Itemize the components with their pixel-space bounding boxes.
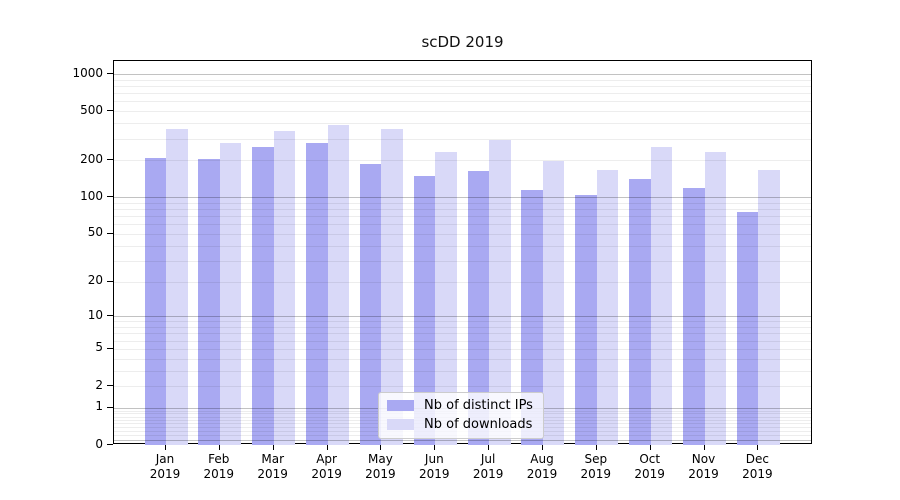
bar-sep-distinct-ips (575, 195, 597, 445)
legend-item-distinct-ips: Nb of distinct IPs (387, 398, 533, 413)
bar-feb-distinct-ips (198, 159, 220, 445)
bar-dec-distinct-ips (736, 212, 759, 445)
bar-jul-distinct-ips (467, 170, 490, 445)
x-tick-mark (165, 444, 166, 450)
y-tick-mark (107, 232, 113, 234)
legend-label-distinct-ips: Nb of distinct IPs (424, 398, 533, 413)
y-tick-mark (107, 385, 113, 386)
y-tick-label: 200 (80, 151, 103, 166)
x-tick-label-mar: Mar 2019 (257, 452, 288, 481)
legend-swatch-downloads (387, 419, 414, 430)
y-tick-mark (107, 315, 113, 317)
bar-apr-distinct-ips (306, 143, 328, 445)
chart-title: scDD 2019 (421, 33, 504, 51)
bar-nov-downloads (704, 151, 726, 445)
x-tick-label-sep: Sep 2019 (580, 452, 612, 481)
bar-jun-downloads (435, 151, 457, 445)
y-tick-mark (107, 444, 113, 445)
y-tick-label: 1000 (72, 65, 103, 80)
x-tick-label-may: May 2019 (365, 452, 396, 481)
legend-swatch-distinct-ips (387, 400, 414, 411)
y-tick-label: 5 (95, 340, 103, 355)
bar-aug-distinct-ips (521, 190, 543, 445)
x-tick-label-feb: Feb 2019 (203, 452, 235, 481)
bar-mar-distinct-ips (252, 146, 274, 445)
bar-jun-distinct-ips (413, 175, 436, 445)
x-tick-label-jul: Jul 2019 (472, 452, 504, 481)
bar-aug-downloads (542, 161, 565, 445)
y-tick-label: 500 (80, 102, 103, 117)
y-tick-label: 10 (87, 307, 103, 322)
y-tick-label: 50 (87, 225, 103, 240)
x-tick-mark (380, 444, 382, 450)
bar-apr-downloads (327, 125, 350, 445)
legend-item-downloads: Nb of downloads (387, 417, 533, 432)
x-tick-mark (272, 444, 274, 450)
x-tick-mark (649, 444, 651, 450)
y-tick-mark (107, 73, 113, 74)
bar-oct-downloads (650, 147, 673, 445)
y-tick-mark (107, 280, 113, 282)
bar-sep-downloads (596, 170, 619, 445)
x-tick-mark (757, 444, 759, 450)
x-tick-mark (326, 444, 328, 450)
y-tick-label: 100 (80, 188, 103, 203)
bar-mar-downloads (273, 131, 296, 445)
legend: Nb of distinct IPs Nb of downloads (378, 392, 544, 439)
bar-jan-distinct-ips (144, 157, 166, 445)
y-tick-label: 2 (95, 377, 103, 392)
x-tick-label-jun: Jun 2019 (419, 452, 450, 481)
x-tick-mark (703, 444, 705, 450)
bar-oct-distinct-ips (629, 179, 651, 445)
x-tick-mark (595, 444, 597, 450)
x-tick-mark (434, 444, 436, 450)
x-tick-label-jan: Jan 2019 (149, 452, 181, 481)
y-tick-label: 20 (87, 273, 103, 287)
bar-jan-downloads (166, 128, 188, 445)
legend-label-downloads: Nb of downloads (424, 417, 533, 432)
y-tick-mark (107, 406, 113, 408)
bar-feb-downloads (219, 143, 242, 445)
x-tick-label-apr: Apr 2019 (311, 452, 342, 481)
x-tick-mark (542, 444, 543, 450)
x-tick-label-aug: Aug 2019 (526, 452, 558, 481)
bar-dec-downloads (758, 170, 780, 445)
bar-may-downloads (381, 129, 403, 445)
plot-area (113, 60, 812, 445)
y-tick-label: 0 (95, 436, 103, 451)
y-tick-mark (107, 347, 113, 349)
y-tick-mark (107, 159, 113, 161)
y-tick-mark (107, 196, 113, 198)
x-tick-label-nov: Nov 2019 (688, 452, 719, 481)
y-tick-label: 1 (95, 399, 103, 414)
bar-jul-downloads (489, 140, 511, 445)
x-tick-label-dec: Dec 2019 (742, 452, 773, 481)
bars-layer (114, 61, 811, 445)
x-tick-mark (218, 444, 220, 450)
x-tick-label-oct: Oct 2019 (634, 452, 665, 481)
x-tick-mark (488, 444, 490, 450)
bar-may-distinct-ips (359, 163, 382, 445)
bar-nov-distinct-ips (683, 187, 705, 445)
y-tick-mark (107, 110, 113, 112)
